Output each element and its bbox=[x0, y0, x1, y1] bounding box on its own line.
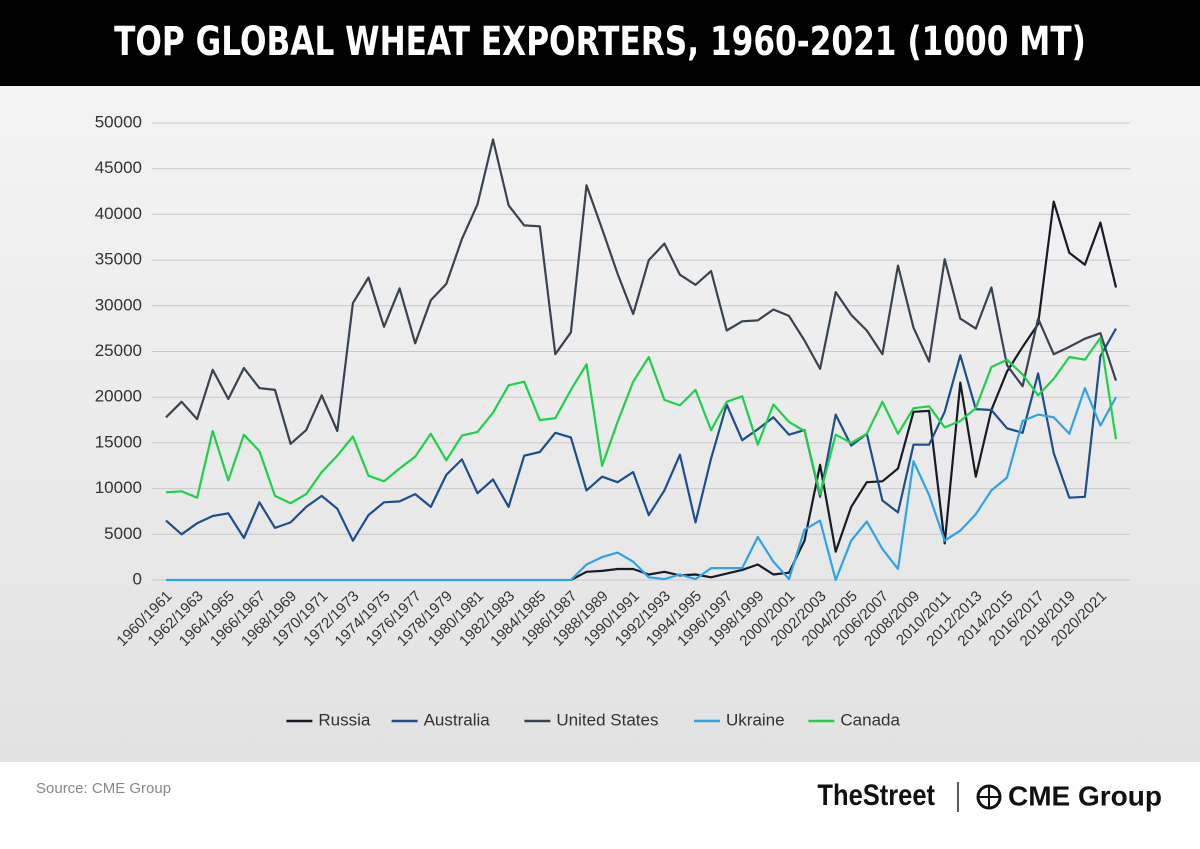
y-tick-label: 0 bbox=[133, 569, 142, 588]
series-line bbox=[570, 200, 1118, 581]
series-line bbox=[165, 328, 1117, 542]
series-line bbox=[166, 387, 1117, 582]
y-tick-label: 45000 bbox=[95, 158, 142, 177]
source: Source: CME Group bbox=[36, 780, 171, 797]
y-tick-label: 30000 bbox=[95, 295, 142, 314]
series-line bbox=[165, 336, 1118, 505]
y-tick-label: 20000 bbox=[95, 387, 142, 406]
y-tick-label: 15000 bbox=[95, 432, 142, 451]
y-tick-label: 35000 bbox=[95, 250, 142, 269]
series-line bbox=[165, 138, 1118, 445]
logo: CME Group bbox=[1008, 780, 1162, 811]
chart-title: TOP GLOBAL WHEAT EXPORTERS, 1960-2021 (1… bbox=[114, 19, 1086, 65]
plot-background bbox=[0, 86, 1200, 762]
legend-label: Ukraine bbox=[726, 710, 785, 729]
legend-label: Canada bbox=[840, 710, 900, 729]
y-tick-label: 5000 bbox=[104, 524, 142, 543]
logo: TheStreet bbox=[817, 778, 935, 811]
header-bar bbox=[0, 0, 1200, 86]
y-tick-label: 50000 bbox=[95, 112, 142, 131]
y-tick-label: 40000 bbox=[95, 204, 142, 223]
y-tick-label: 25000 bbox=[95, 341, 142, 360]
legend-label: Russia bbox=[318, 710, 371, 729]
legend-label: Australia bbox=[424, 710, 491, 729]
legend-label: United States bbox=[556, 710, 658, 729]
y-tick-label: 10000 bbox=[95, 478, 142, 497]
